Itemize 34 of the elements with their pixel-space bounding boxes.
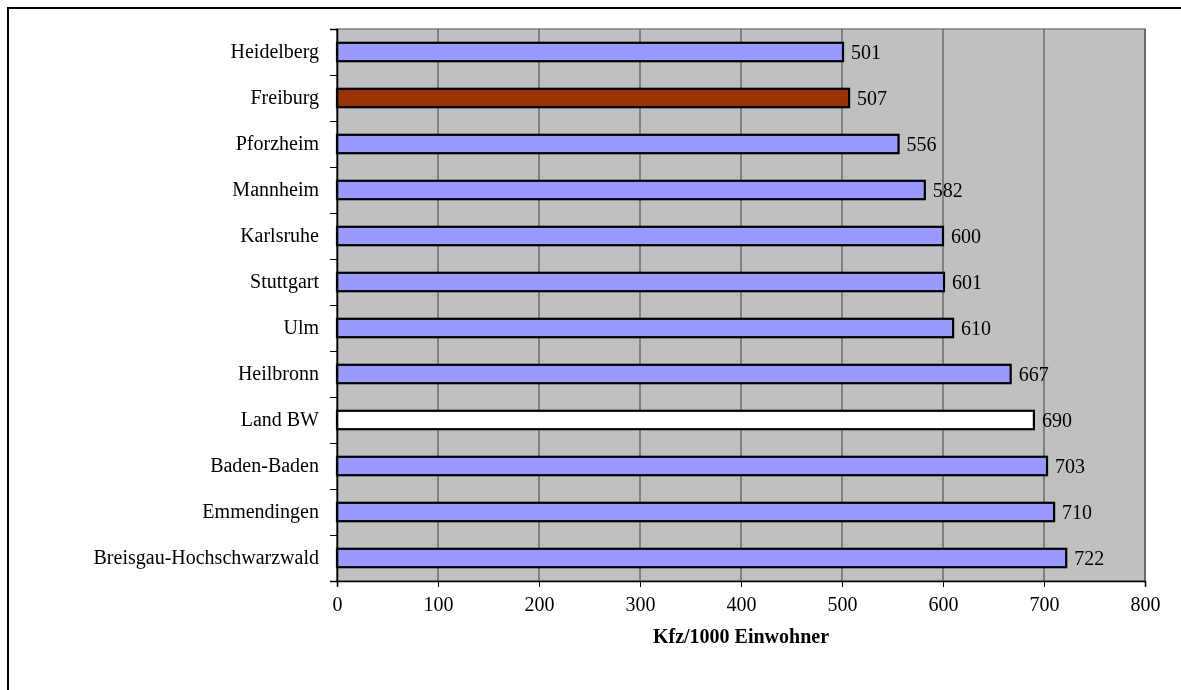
data-label: 690: [1041, 409, 1072, 431]
y-tick-label: Freiburg: [250, 86, 319, 110]
x-tick-label: 400: [726, 593, 757, 616]
data-label: 610: [961, 317, 992, 339]
data-label: 601: [952, 271, 983, 293]
x-tick-label: 0: [332, 593, 343, 616]
y-tick-label: Karlsruhe: [240, 224, 320, 247]
x-tick-label: 700: [1029, 593, 1060, 616]
data-label: 722: [1074, 547, 1105, 569]
y-tick-label: Heidelberg: [230, 40, 319, 64]
y-tick-label: Stuttgart: [250, 270, 320, 294]
x-tick-label: 600: [928, 593, 959, 616]
x-tick-label: 500: [827, 593, 858, 616]
x-axis-title: Kfz/1000 Einwohner: [652, 625, 830, 647]
x-tick-label: 800: [1130, 593, 1161, 616]
y-tick-label: Baden-Baden: [210, 454, 319, 477]
data-label: 582: [932, 179, 963, 201]
y-tick-label: Mannheim: [232, 178, 320, 201]
y-tick-label: Breisgau-Hochschwarzwald: [93, 546, 319, 570]
data-label: 507: [857, 87, 888, 109]
data-label: 600: [951, 225, 981, 247]
y-tick-label: Pforzheim: [235, 132, 320, 155]
y-tick-label: Heilbronn: [237, 362, 319, 385]
y-tick-label: Ulm: [283, 316, 320, 339]
y-tick-label: Emmendingen: [202, 500, 319, 524]
x-tick-label: 300: [625, 593, 656, 616]
data-label: 667: [1018, 363, 1049, 385]
x-tick-label: 200: [524, 593, 555, 616]
data-label: 501: [851, 41, 882, 63]
data-label: 710: [1062, 501, 1093, 523]
x-tick-label: 100: [423, 593, 454, 616]
data-label: 703: [1055, 455, 1086, 477]
data-label: 556: [906, 133, 937, 155]
y-tick-label: Land BW: [240, 408, 320, 431]
